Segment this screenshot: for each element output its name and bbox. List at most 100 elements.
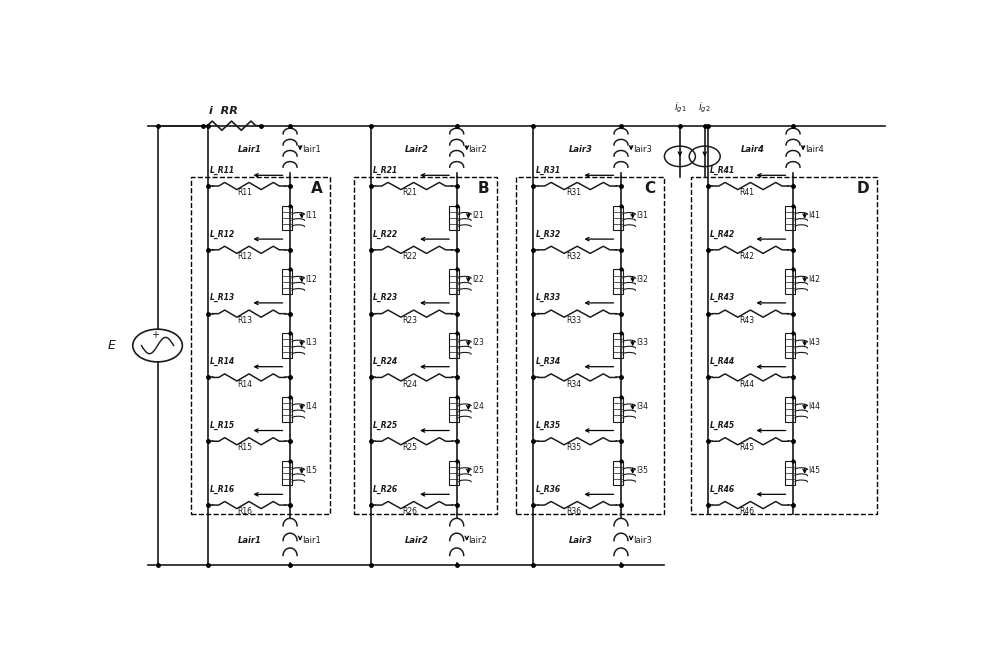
Bar: [449, 270, 459, 294]
Bar: [691, 177, 877, 514]
Text: C: C: [644, 181, 655, 196]
Bar: [785, 270, 795, 294]
Text: L_R14: L_R14: [210, 357, 235, 367]
Text: A: A: [311, 181, 322, 196]
Text: I25: I25: [472, 466, 484, 475]
Text: I45: I45: [809, 466, 821, 475]
Text: I42: I42: [809, 275, 820, 284]
Text: Iair1: Iair1: [302, 145, 320, 153]
Text: Lair4: Lair4: [741, 145, 765, 153]
Text: I44: I44: [809, 402, 821, 411]
Text: L_R33: L_R33: [536, 293, 561, 303]
Bar: [785, 397, 795, 422]
Text: Iair2: Iair2: [468, 145, 487, 153]
Text: R44: R44: [739, 380, 754, 388]
Text: R26: R26: [402, 507, 417, 517]
Bar: [449, 206, 459, 230]
Text: R42: R42: [739, 252, 754, 261]
Bar: [282, 206, 292, 230]
Bar: [785, 206, 795, 230]
Text: Lair2: Lair2: [404, 145, 428, 153]
Text: I14: I14: [306, 402, 317, 411]
Bar: [354, 177, 497, 514]
Text: L_R16: L_R16: [210, 485, 235, 494]
Bar: [449, 397, 459, 422]
Text: I22: I22: [472, 275, 484, 284]
Bar: [613, 333, 623, 358]
Text: I13: I13: [306, 339, 317, 347]
Text: Lair2: Lair2: [404, 536, 428, 545]
Bar: [516, 177, 664, 514]
Text: Lair3: Lair3: [569, 536, 593, 545]
Text: Iair2: Iair2: [468, 536, 487, 545]
Text: I21: I21: [472, 211, 484, 220]
Text: I23: I23: [472, 339, 484, 347]
Text: L_R44: L_R44: [710, 357, 735, 367]
Text: L_R15: L_R15: [210, 421, 235, 430]
Text: R46: R46: [739, 507, 754, 517]
Text: R16: R16: [238, 507, 253, 517]
Text: I12: I12: [306, 275, 317, 284]
Text: R41: R41: [739, 188, 754, 197]
Bar: [785, 333, 795, 358]
Text: I41: I41: [809, 211, 820, 220]
Text: Lair3: Lair3: [569, 145, 593, 153]
Text: L_R13: L_R13: [210, 293, 235, 303]
Bar: [449, 461, 459, 485]
Text: R14: R14: [238, 380, 253, 388]
Bar: [282, 461, 292, 485]
Text: R31: R31: [566, 188, 581, 197]
Text: R15: R15: [238, 444, 253, 452]
Text: $i_{g2}$: $i_{g2}$: [698, 101, 711, 116]
Text: E: E: [108, 339, 115, 352]
Text: $i_{g1}$: $i_{g1}$: [674, 101, 686, 116]
Bar: [785, 461, 795, 485]
Text: R45: R45: [739, 444, 754, 452]
Text: D: D: [856, 181, 869, 196]
Text: i  RR: i RR: [209, 106, 238, 116]
Text: R25: R25: [402, 444, 417, 452]
Text: L_R31: L_R31: [536, 166, 561, 175]
Text: R43: R43: [739, 316, 754, 325]
Bar: [282, 270, 292, 294]
Text: I31: I31: [637, 211, 648, 220]
Text: Iair1: Iair1: [302, 536, 320, 545]
Text: L_R11: L_R11: [210, 166, 235, 175]
Text: L_R21: L_R21: [373, 166, 398, 175]
Text: L_R26: L_R26: [373, 485, 398, 494]
Text: R35: R35: [566, 444, 581, 452]
Text: Iair4: Iair4: [805, 145, 823, 153]
Text: I32: I32: [637, 275, 648, 284]
Text: R33: R33: [566, 316, 581, 325]
Text: L_R25: L_R25: [373, 421, 398, 430]
Text: R36: R36: [566, 507, 581, 517]
Bar: [613, 206, 623, 230]
Text: L_R42: L_R42: [710, 230, 735, 238]
Bar: [282, 333, 292, 358]
Text: R34: R34: [566, 380, 581, 388]
Text: +: +: [151, 330, 159, 340]
Text: L_R22: L_R22: [373, 230, 398, 238]
Text: I34: I34: [637, 402, 648, 411]
Text: Lair1: Lair1: [238, 536, 262, 545]
Text: L_R36: L_R36: [536, 485, 561, 494]
Text: I15: I15: [306, 466, 317, 475]
Text: R22: R22: [402, 252, 417, 261]
Text: L_R34: L_R34: [536, 357, 561, 367]
Bar: [613, 461, 623, 485]
Text: L_R45: L_R45: [710, 421, 735, 430]
Text: L_R32: L_R32: [536, 230, 561, 238]
Text: L_R46: L_R46: [710, 485, 735, 494]
Text: L_R43: L_R43: [710, 293, 735, 303]
Text: I35: I35: [637, 466, 648, 475]
Text: Iair3: Iair3: [633, 536, 652, 545]
Text: R11: R11: [238, 188, 253, 197]
Text: R21: R21: [402, 188, 417, 197]
Text: Lair1: Lair1: [238, 145, 262, 153]
Text: R12: R12: [238, 252, 253, 261]
Text: B: B: [477, 181, 489, 196]
Text: Iair3: Iair3: [633, 145, 652, 153]
Text: R24: R24: [402, 380, 417, 388]
Bar: [191, 177, 330, 514]
Bar: [282, 397, 292, 422]
